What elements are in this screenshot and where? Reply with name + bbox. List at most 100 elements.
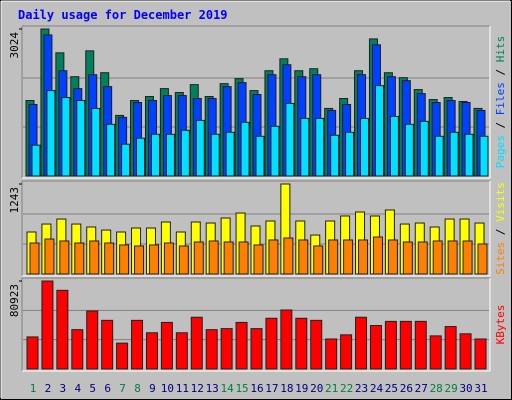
bar xyxy=(434,135,444,177)
bar xyxy=(384,320,397,370)
x-tick-label: 9 xyxy=(149,382,156,395)
bar xyxy=(345,131,355,177)
bar xyxy=(178,245,189,275)
bar xyxy=(145,332,158,370)
bar xyxy=(101,319,114,370)
x-tick-label: 29 xyxy=(445,382,458,395)
bar xyxy=(208,240,219,275)
bar xyxy=(295,317,308,370)
bar xyxy=(399,320,412,370)
bar xyxy=(325,338,338,370)
bar xyxy=(193,241,204,275)
bar xyxy=(223,241,234,275)
x-tick-label: 8 xyxy=(134,382,141,395)
bar xyxy=(330,134,340,177)
bar xyxy=(205,329,218,370)
bar xyxy=(106,123,116,177)
legend-entry: Sites xyxy=(494,242,507,275)
bar xyxy=(444,326,457,370)
x-tick-label: 17 xyxy=(265,382,278,395)
x-tick-label: 23 xyxy=(355,382,368,395)
bar xyxy=(300,117,310,177)
bar xyxy=(313,245,324,275)
bar xyxy=(148,244,159,275)
bar xyxy=(46,90,56,177)
bar xyxy=(31,144,41,177)
bar xyxy=(116,342,129,370)
x-tick-label: 11 xyxy=(176,382,189,395)
x-tick-label: 3 xyxy=(60,382,67,395)
bar xyxy=(283,237,294,275)
bar xyxy=(190,316,203,370)
bar xyxy=(240,121,250,177)
bar xyxy=(86,310,99,370)
legend-entry: Hits xyxy=(494,36,507,63)
bar xyxy=(44,238,55,275)
x-tick-label: 14 xyxy=(221,382,235,395)
bar xyxy=(160,321,173,370)
legend-entry: Pages xyxy=(494,135,507,168)
x-tick-label: 15 xyxy=(235,382,248,395)
bar xyxy=(238,241,249,275)
bar xyxy=(195,119,205,177)
x-tick-label: 2 xyxy=(45,382,52,395)
bar xyxy=(360,117,370,177)
x-tick-label: 24 xyxy=(370,382,384,395)
bar xyxy=(419,120,429,177)
x-tick-label: 1 xyxy=(30,382,37,395)
bar xyxy=(340,334,353,370)
bar xyxy=(315,117,325,177)
x-tick-label: 16 xyxy=(250,382,263,395)
bar xyxy=(210,133,220,177)
bar xyxy=(89,240,100,275)
bar xyxy=(165,133,175,177)
bar xyxy=(131,319,144,370)
y-tick-label: 80923 xyxy=(8,284,21,317)
bar xyxy=(61,97,71,177)
bar xyxy=(310,319,323,370)
bar xyxy=(404,123,414,177)
x-tick-label: 19 xyxy=(295,382,308,395)
bar xyxy=(464,133,474,177)
bar xyxy=(104,242,115,275)
bar xyxy=(374,85,384,177)
bar xyxy=(432,240,443,275)
bar xyxy=(355,316,368,370)
bar xyxy=(389,115,399,177)
x-tick-label: 30 xyxy=(459,382,472,395)
x-tick-label: 28 xyxy=(430,382,443,395)
bar xyxy=(250,328,263,370)
bar xyxy=(270,125,280,177)
bar xyxy=(298,239,309,275)
legend-entry: Visits xyxy=(494,182,507,222)
bar xyxy=(56,289,69,370)
x-tick-label: 13 xyxy=(206,382,219,395)
bar xyxy=(285,102,295,177)
bar xyxy=(265,317,278,370)
bar xyxy=(134,245,145,275)
bar xyxy=(328,239,339,275)
bar xyxy=(462,240,473,275)
bar xyxy=(150,133,160,177)
x-tick-label: 18 xyxy=(280,382,293,395)
x-tick-label: 21 xyxy=(325,382,338,395)
y-tick-label: 1243 xyxy=(8,187,21,214)
bar xyxy=(175,332,188,370)
legend: Pages / Files / Hits xyxy=(494,36,507,169)
x-tick-label: 10 xyxy=(161,382,174,395)
bar xyxy=(74,242,85,275)
bar xyxy=(414,320,427,370)
chart-title: Daily usage for December 2019 xyxy=(18,8,228,22)
x-tick-label: 7 xyxy=(119,382,126,395)
bar xyxy=(253,244,264,275)
bar xyxy=(225,131,235,177)
bar xyxy=(121,143,131,177)
bar xyxy=(220,328,233,370)
bar xyxy=(429,335,442,370)
x-tick-label: 4 xyxy=(74,382,81,395)
y-tick-label: 3024 xyxy=(8,32,21,59)
bar xyxy=(235,321,248,370)
bar xyxy=(372,236,383,275)
bar xyxy=(387,239,398,275)
